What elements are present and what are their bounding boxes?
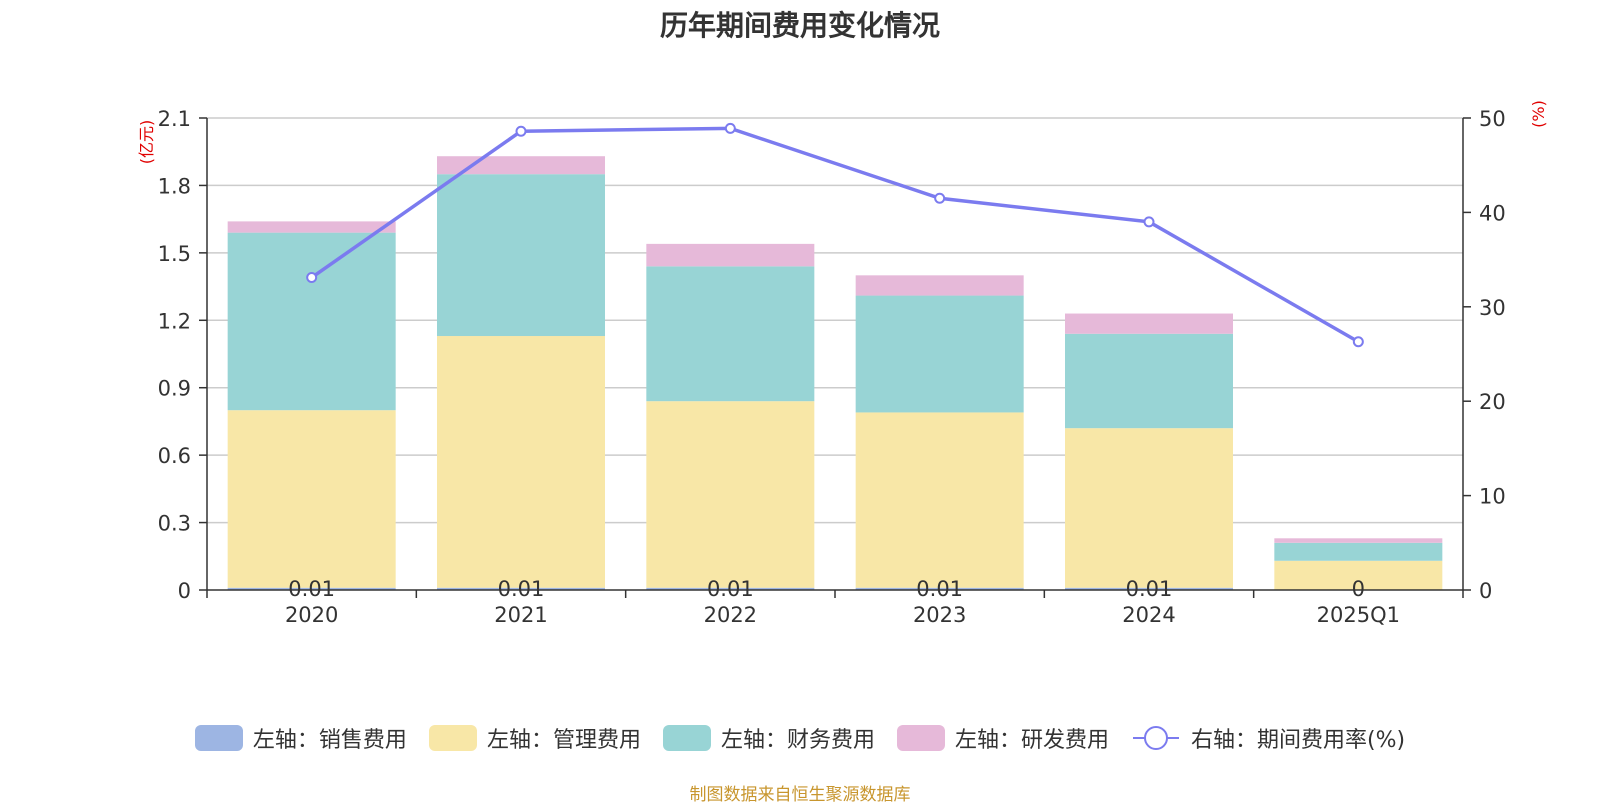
legend-label: 左轴：销售费用 (252, 728, 407, 753)
rate-point (1352, 336, 1364, 348)
left-axis-tick-label: 1.8 (158, 174, 191, 198)
data-label: 0.01 (707, 577, 754, 601)
legend-label: 左轴：研发费用 (954, 728, 1109, 753)
right-axis-tick-label: 10 (1479, 485, 1506, 509)
rate-point (1143, 216, 1155, 228)
data-label: 0.01 (498, 577, 545, 601)
bar-segment (227, 587, 396, 590)
bar-segment (1274, 538, 1443, 543)
right-axis-unit: (%) (1529, 100, 1548, 128)
right-axis-tick-label: 20 (1479, 390, 1506, 414)
left-axis-tick-label: 1.5 (158, 242, 191, 266)
bar-segment (227, 410, 396, 588)
legend-swatch (428, 725, 477, 751)
left-axis-tick-label: 2.1 (158, 107, 191, 131)
left-axis-tick-label: 1.2 (158, 309, 191, 333)
bar-segment (646, 587, 815, 590)
bar-segment (1065, 313, 1233, 334)
right-axis-tick-label: 30 (1479, 296, 1506, 320)
legend-label: 左轴：财务费用 (720, 728, 875, 753)
chart-area: 0 0.3 0.6 0.9 1.2 1.5 1.8 2.1 0 10 20 30 40 50 (亿元) (%)… (137, 100, 1548, 627)
bar-segment (437, 336, 605, 588)
legend-label: 右轴：期间费用率(%) (1190, 728, 1406, 753)
data-label: 0.01 (1126, 577, 1173, 601)
right-axis-tick-label: 0 (1479, 579, 1492, 603)
bar-segment (1274, 542, 1443, 561)
bar-segment (437, 587, 605, 590)
right-axis-tick-label: 50 (1479, 107, 1506, 131)
bar-segment (646, 243, 815, 267)
rate-point (934, 192, 946, 204)
rate-point (515, 125, 527, 137)
left-axis-tick-label: 0 (178, 579, 191, 603)
bar-segment (855, 275, 1024, 296)
left-axis-tick-label: 0.6 (158, 444, 191, 468)
rate-point (724, 122, 736, 134)
left-axis-unit: (亿元) (137, 120, 156, 165)
x-axis-tick-label: 2022 (704, 603, 757, 627)
x-axis-tick-label: 2020 (285, 603, 338, 627)
legend-item[interactable]: 左轴：管理费用 (428, 722, 641, 754)
bar-segment (646, 266, 815, 402)
bar-segment (1274, 560, 1443, 590)
legend-swatch (662, 725, 711, 751)
legend-item[interactable]: 左轴：财务费用 (662, 722, 875, 754)
rate-line (310, 126, 1360, 344)
bar-segment (227, 221, 396, 233)
right-axis-tick-label: 40 (1479, 201, 1506, 225)
bar-segment (855, 587, 1024, 590)
legend: 左轴：销售费用 左轴：管理费用 左轴：财务费用 左轴：研发费用 右轴：期间费用率(%) (0, 722, 1600, 754)
legend-item[interactable]: 左轴：销售费用 (194, 722, 407, 754)
chart-title: 历年期间费用变化情况 (659, 9, 940, 42)
bar-segment (646, 401, 815, 588)
x-axis-tick-label: 2024 (1122, 603, 1175, 627)
left-axis-tick-label: 0.3 (158, 512, 191, 536)
bar-segment (1065, 428, 1233, 588)
rate-point (306, 272, 318, 284)
bar-segment (855, 295, 1024, 413)
data-label: 0.01 (288, 577, 335, 601)
line-marker-icon (1132, 726, 1179, 750)
bar-segment (437, 174, 605, 337)
bar-segment (1065, 333, 1233, 429)
x-axis-tick-label: 2025Q1 (1317, 603, 1400, 627)
data-label: 0.01 (916, 577, 963, 601)
legend-item[interactable]: 右轴：期间费用率(%) (1131, 722, 1405, 754)
x-axis-tick-label: 2021 (494, 603, 547, 627)
legend-swatch (896, 725, 945, 751)
left-axis-tick-label: 0.9 (158, 377, 191, 401)
legend-item[interactable]: 左轴：研发费用 (896, 722, 1109, 754)
legend-label: 左轴：管理费用 (486, 728, 641, 753)
bar-segment (227, 232, 396, 411)
bar-segment (855, 412, 1024, 588)
legend-swatch (194, 725, 243, 751)
x-axis-tick-label: 2023 (913, 603, 966, 627)
source-note: 制图数据来自恒生聚源数据库 (689, 785, 911, 805)
bar-segment (1065, 587, 1233, 590)
data-label: 0 (1352, 577, 1365, 601)
